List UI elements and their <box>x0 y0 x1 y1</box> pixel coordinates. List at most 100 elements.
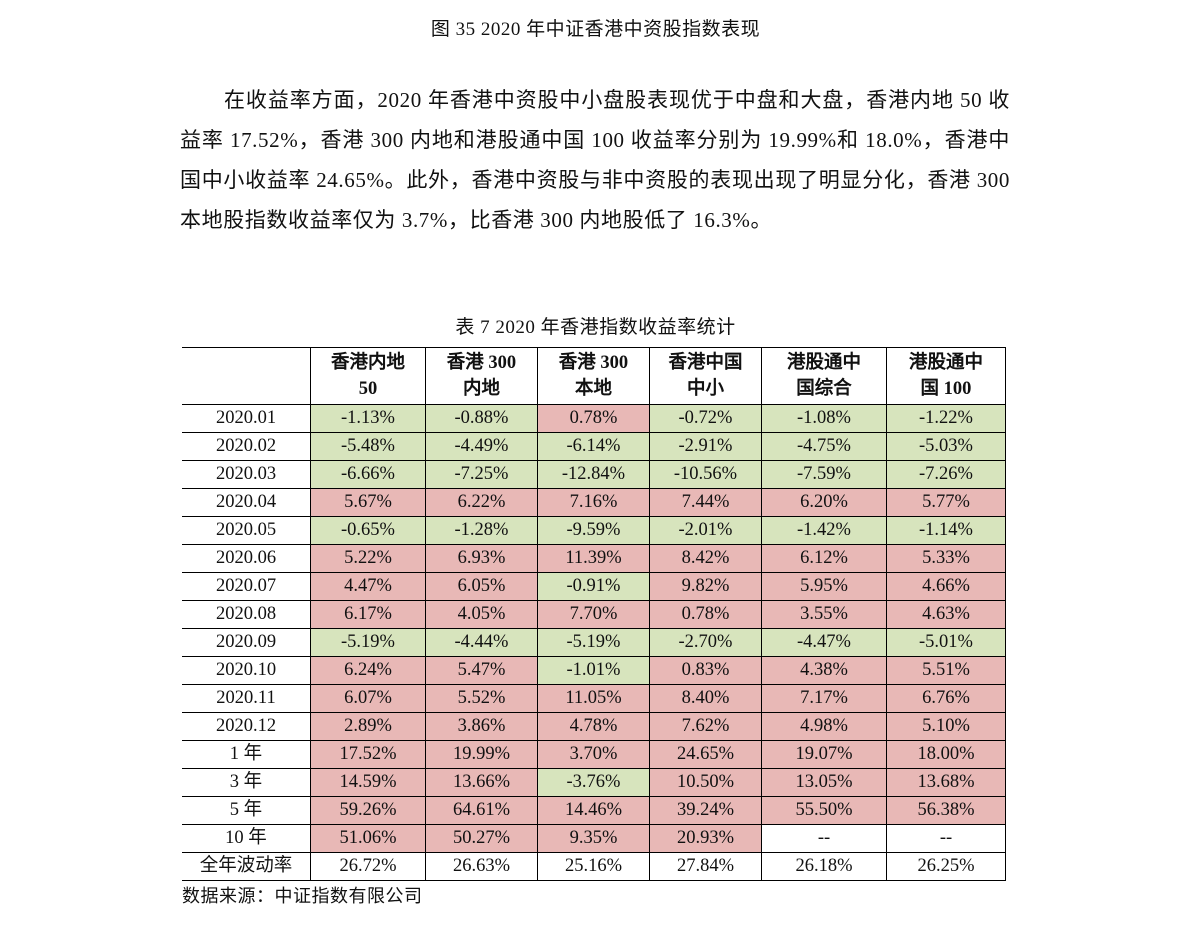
row-label: 2020.06 <box>182 544 311 573</box>
table-cell: 13.05% <box>761 768 887 797</box>
table-cell: 5.22% <box>310 544 426 573</box>
table-row: 2020.05 -0.65% -1.28% -9.59% -2.01% -1.42% -1.… <box>182 516 1006 545</box>
table-cell: 50.27% <box>425 824 538 853</box>
table-cell: -1.42% <box>761 516 887 545</box>
table-cell: 9.82% <box>649 572 762 601</box>
table-cell: 5.67% <box>310 488 426 517</box>
table-row: 1 年 17.52% 19.99% 3.70% 24.65% 19.07% 18.00% <box>182 740 1006 769</box>
table-row: 2020.01 -1.13% -0.88% 0.78% -0.72% -1.08% -1.2… <box>182 404 1006 433</box>
table-cell: -5.19% <box>537 628 650 657</box>
table-cell: 26.25% <box>886 852 1006 881</box>
table-cell: 6.12% <box>761 544 887 573</box>
table-cell: 3.86% <box>425 712 538 741</box>
table-cell: 5.51% <box>886 656 1006 685</box>
row-label: 2020.01 <box>182 404 311 433</box>
table-cell: 6.05% <box>425 572 538 601</box>
header-sc-china-100: 港股通中国 100 <box>886 347 1006 405</box>
row-label: 10 年 <box>182 824 311 853</box>
table-cell: 6.93% <box>425 544 538 573</box>
table-cell: 4.98% <box>761 712 887 741</box>
row-label: 2020.11 <box>182 684 311 713</box>
table-cell: 9.35% <box>537 824 650 853</box>
row-label: 2020.09 <box>182 628 311 657</box>
table-cell: -4.44% <box>425 628 538 657</box>
table-row: 全年波动率 26.72% 26.63% 25.16% 27.84% 26.18% 26.25… <box>182 852 1006 881</box>
table-cell: 8.40% <box>649 684 762 713</box>
row-label: 2020.02 <box>182 432 311 461</box>
table-cell: -6.14% <box>537 432 650 461</box>
table-cell: 4.66% <box>886 572 1006 601</box>
table-cell: 6.17% <box>310 600 426 629</box>
table-cell: -1.13% <box>310 404 426 433</box>
table-cell: 5.33% <box>886 544 1006 573</box>
table-cell: 4.63% <box>886 600 1006 629</box>
table-cell: 6.07% <box>310 684 426 713</box>
table-cell: -12.84% <box>537 460 650 489</box>
row-label: 2020.04 <box>182 488 311 517</box>
table-cell: 0.83% <box>649 656 762 685</box>
header-corner-cell <box>182 347 311 405</box>
table-cell: -7.26% <box>886 460 1006 489</box>
table-cell: 0.78% <box>649 600 762 629</box>
table-header-row: 香港内地 50 香港 300 内地 香港 300 本地 香港中国 中小 港股通中 国综合 … <box>182 347 1006 405</box>
table-cell: 3.55% <box>761 600 887 629</box>
table-cell: 27.84% <box>649 852 762 881</box>
table-row: 2020.04 5.67% 6.22% 7.16% 7.44% 6.20% 5.77% <box>182 488 1006 517</box>
table-caption: 表 7 2020 年香港指数收益率统计 <box>455 317 736 338</box>
table-cell: 5.47% <box>425 656 538 685</box>
table-cell: 64.61% <box>425 796 538 825</box>
table-cell: 2.89% <box>310 712 426 741</box>
table-cell: 4.05% <box>425 600 538 629</box>
table-cell: 18.00% <box>886 740 1006 769</box>
table-cell: 11.39% <box>537 544 650 573</box>
table-cell: 26.63% <box>425 852 538 881</box>
row-label: 2020.07 <box>182 572 311 601</box>
table-cell: -10.56% <box>649 460 762 489</box>
table-row: 2020.12 2.89% 3.86% 4.78% 7.62% 4.98% 5.10% <box>182 712 1006 741</box>
table-row: 5 年 59.26% 64.61% 14.46% 39.24% 55.50% 56.38% <box>182 796 1006 825</box>
table-cell: 19.99% <box>425 740 538 769</box>
table-row: 2020.08 6.17% 4.05% 7.70% 0.78% 3.55% 4.63% <box>182 600 1006 629</box>
table-cell: -6.66% <box>310 460 426 489</box>
table-cell: -1.22% <box>886 404 1006 433</box>
header-sc-china-composite: 港股通中 国综合 <box>761 347 887 405</box>
table-cell: 5.77% <box>886 488 1006 517</box>
header-hk-mainland-50: 香港内地 50 <box>310 347 426 405</box>
row-label: 2020.10 <box>182 656 311 685</box>
table-cell: -0.91% <box>537 572 650 601</box>
row-label: 1 年 <box>182 740 311 769</box>
table-cell: -0.88% <box>425 404 538 433</box>
row-label: 2020.12 <box>182 712 311 741</box>
table-cell: -4.49% <box>425 432 538 461</box>
table-cell: 0.78% <box>537 404 650 433</box>
body-paragraph: 在收益率方面，2020 年香港中资股中小盘股表现优于中盘和大盘，香港内地 50 … <box>180 88 1010 232</box>
table-row: 2020.02 -5.48% -4.49% -6.14% -2.91% -4.75% -5.… <box>182 432 1006 461</box>
row-label: 2020.05 <box>182 516 311 545</box>
table-cell: -4.47% <box>761 628 887 657</box>
table-cell: -2.91% <box>649 432 762 461</box>
table-cell: -5.01% <box>886 628 1006 657</box>
source-note: 数据来源：中证指数有限公司 <box>182 886 423 906</box>
row-label: 5 年 <box>182 796 311 825</box>
table-cell: 51.06% <box>310 824 426 853</box>
returns-table: 香港内地 50 香港 300 内地 香港 300 本地 香港中国 中小 港股通中 国综合 … <box>182 347 1006 881</box>
table-cell: 6.20% <box>761 488 887 517</box>
table-cell: 7.70% <box>537 600 650 629</box>
table-cell: 13.68% <box>886 768 1006 797</box>
table-cell: 7.62% <box>649 712 762 741</box>
table-cell: 6.76% <box>886 684 1006 713</box>
table-cell: 5.10% <box>886 712 1006 741</box>
table-cell: 59.26% <box>310 796 426 825</box>
table-cell: 25.16% <box>537 852 650 881</box>
table-row: 10 年 51.06% 50.27% 9.35% 20.93% -- -- <box>182 824 1006 853</box>
table-row: 3 年 14.59% 13.66% -3.76% 10.50% 13.05% 13.68% <box>182 768 1006 797</box>
table-cell: -1.08% <box>761 404 887 433</box>
table-cell: 14.59% <box>310 768 426 797</box>
table-cell: -5.03% <box>886 432 1006 461</box>
table-row: 2020.07 4.47% 6.05% -0.91% 9.82% 5.95% 4.66% <box>182 572 1006 601</box>
table-cell: -- <box>886 824 1006 853</box>
header-hk300-mainland: 香港 300 内地 <box>425 347 538 405</box>
table-cell: 14.46% <box>537 796 650 825</box>
row-label: 3 年 <box>182 768 311 797</box>
header-hk300-local: 香港 300 本地 <box>537 347 650 405</box>
